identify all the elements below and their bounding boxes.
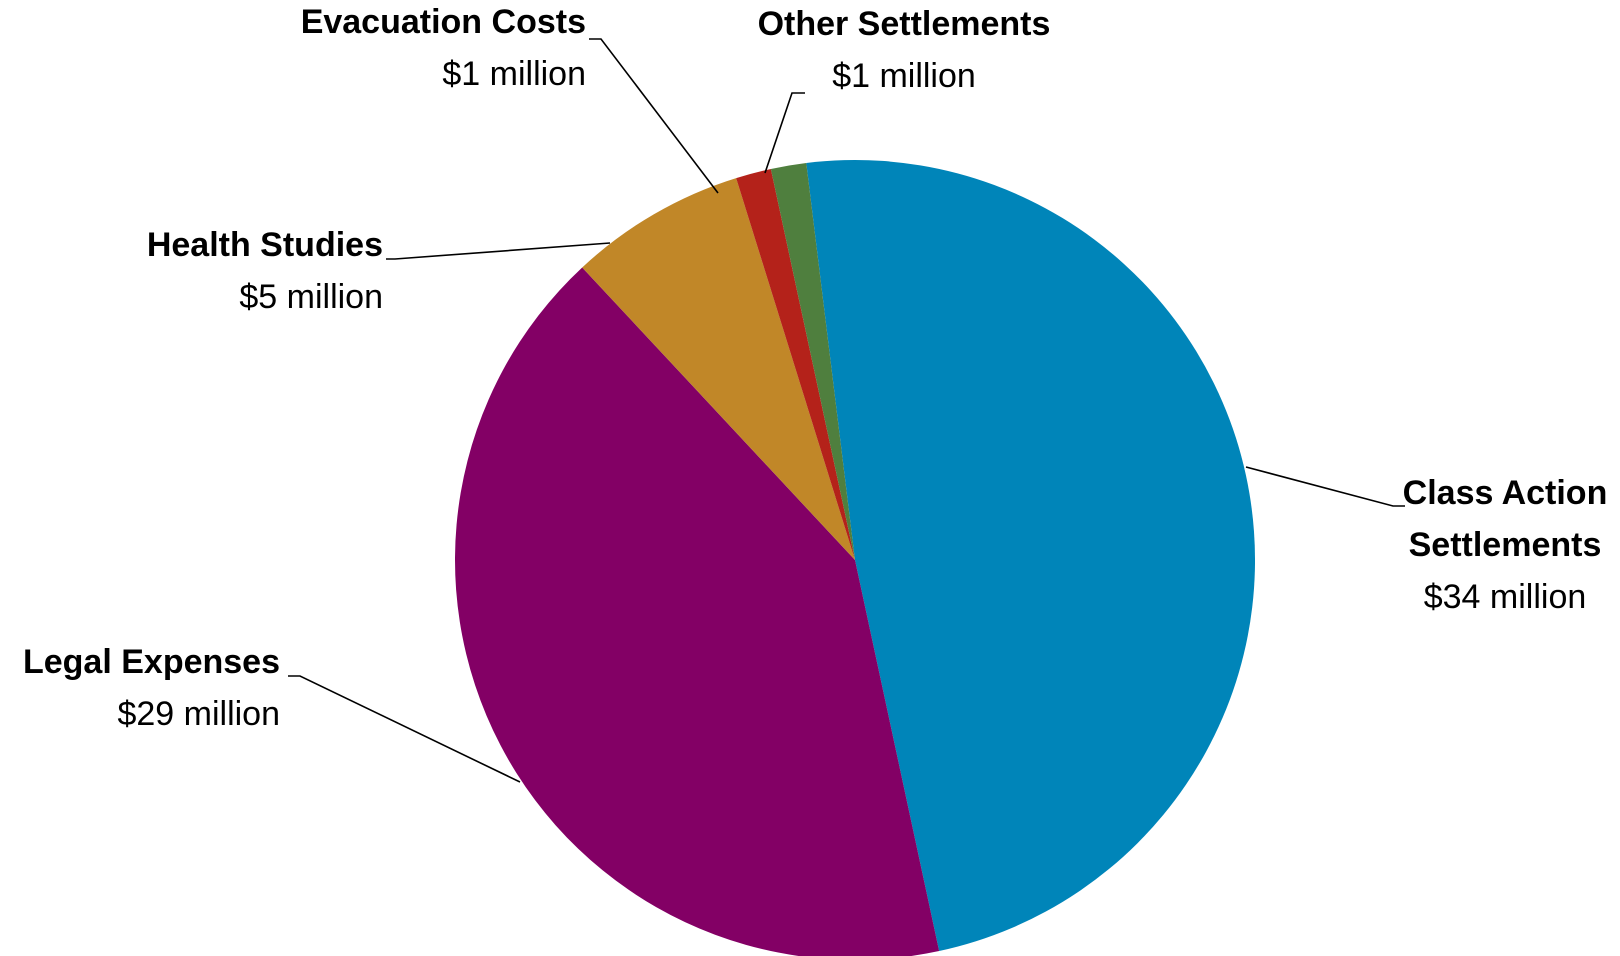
pie-slice-other-settlements: [770, 162, 855, 561]
slice-value-label: $29 million: [117, 695, 280, 733]
slice-name-label: Class Action: [1403, 474, 1608, 512]
pie-slice-evacuation-costs: [736, 168, 855, 560]
leader-line-evacuation-costs: [589, 38, 719, 194]
slice-name-label: Evacuation Costs: [301, 3, 586, 41]
leader-line-legal-expenses: [288, 675, 521, 783]
leader-lines-layer: [288, 38, 1405, 783]
data-label-other-settlements: Other Settlements $1 million: [758, 5, 1051, 95]
labels-layer: Class Action Settlements $34 million Legal …: [23, 3, 1607, 733]
pie-slice-health-studies: [582, 178, 855, 560]
slice-value-label: $1 million: [442, 55, 586, 93]
slice-value-label: $34 million: [1424, 578, 1587, 616]
data-label-health-studies: Health Studies $5 million: [147, 226, 383, 316]
leader-line-class-action-settlements: [1245, 466, 1405, 507]
slice-name-label: Settlements: [1409, 526, 1602, 564]
pie-slice-class-action-settlements: [806, 159, 1256, 952]
leader-line-other-settlements: [764, 92, 805, 174]
data-label-legal-expenses: Legal Expenses $29 million: [23, 643, 280, 733]
slice-name-label: Health Studies: [147, 226, 383, 264]
slice-value-label: $5 million: [239, 278, 383, 316]
pie-slice-legal-expenses: [455, 267, 940, 956]
slices-layer: [455, 159, 1256, 956]
data-label-evacuation-costs: Evacuation Costs $1 million: [301, 3, 586, 93]
slice-value-label: $1 million: [832, 57, 976, 95]
leader-line-health-studies: [386, 242, 611, 260]
data-label-class-action-settlements: Class Action Settlements $34 million: [1403, 474, 1608, 616]
slice-name-label: Legal Expenses: [23, 643, 280, 681]
slice-name-label: Other Settlements: [758, 5, 1051, 43]
